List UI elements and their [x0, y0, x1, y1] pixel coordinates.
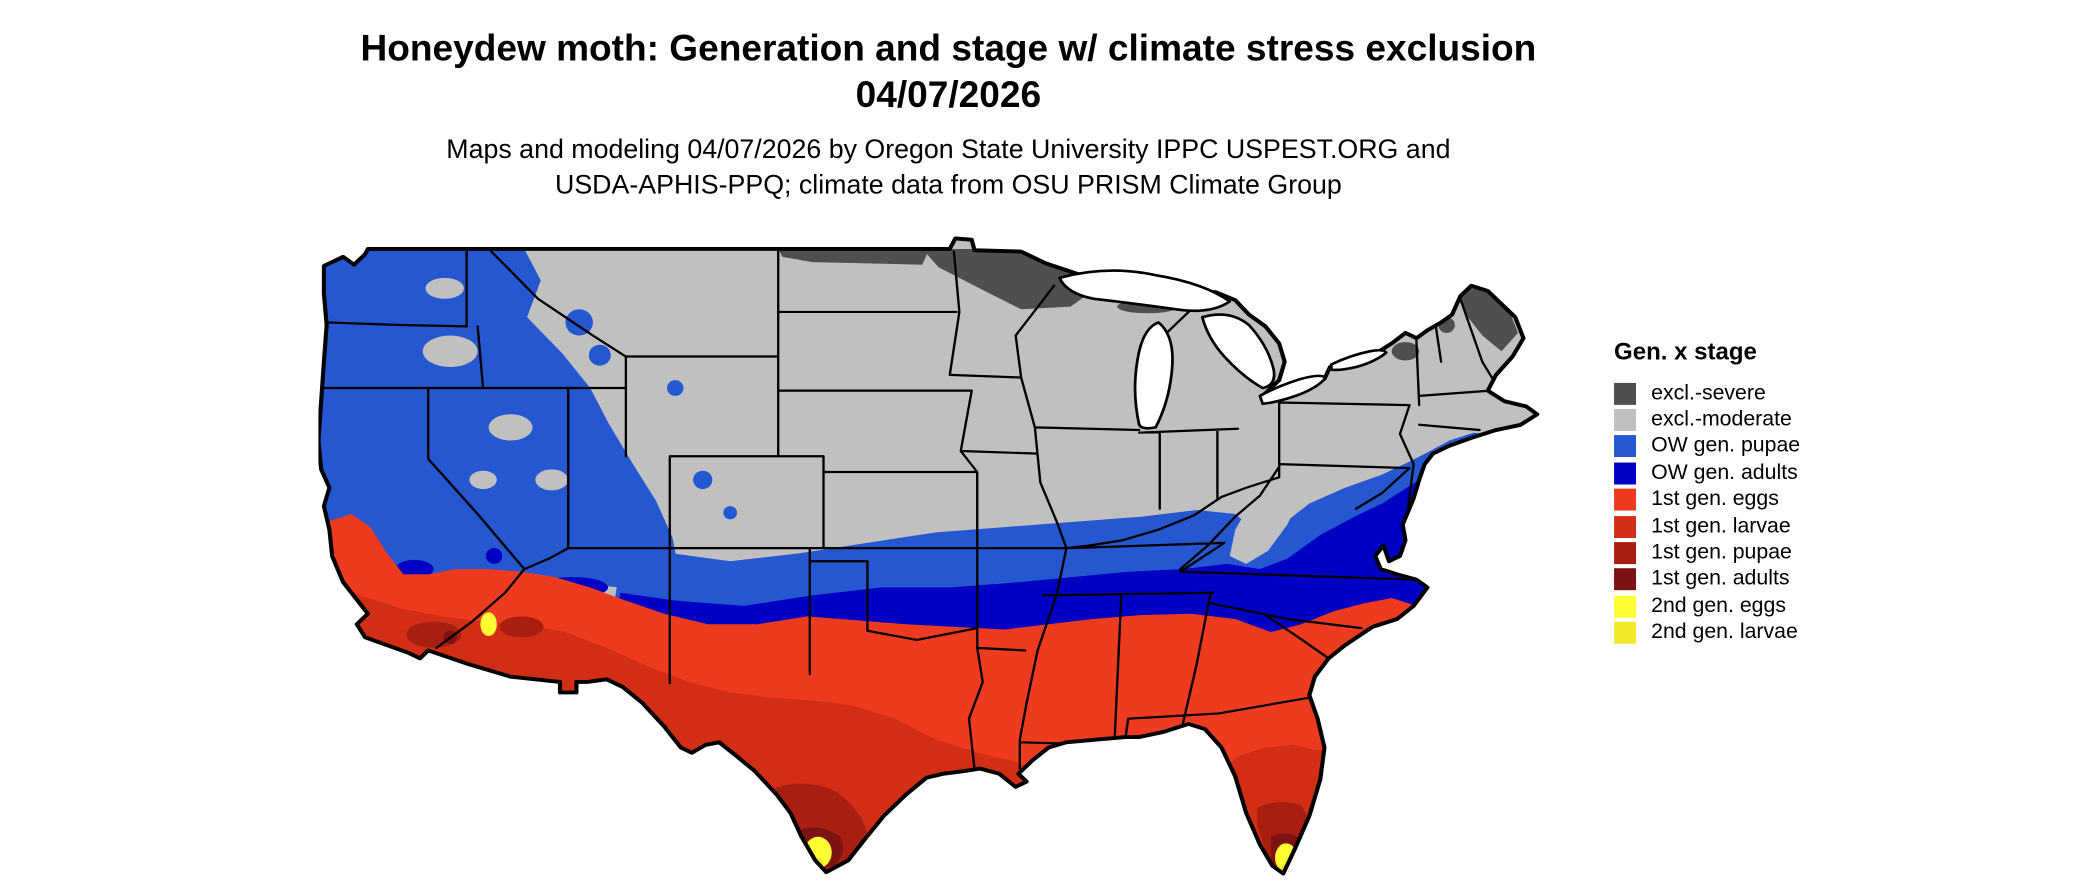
page-title: Honeydew moth: Generation and stage w/ c… [360, 27, 1537, 69]
legend-label: 2nd gen. larvae [1651, 620, 1798, 644]
legend-item: OW gen. pupae [1614, 433, 1957, 460]
legend-item: 1st gen. adults [1614, 566, 1957, 593]
legend-label: 1st gen. adults [1651, 567, 1790, 591]
legend-swatch-excl-severe [1614, 382, 1637, 405]
conus-phenology-map [318, 231, 1594, 887]
legend-label: excl.-moderate [1651, 407, 1792, 432]
legend-label: 2nd gen. eggs [1651, 594, 1786, 618]
subtitle-line2: USDA-APHIS-PPQ; climate data from OSU PR… [555, 170, 1342, 201]
legend-label: 1st gen. pupae [1651, 540, 1792, 565]
legend-swatch-1st-eggs [1614, 488, 1637, 511]
legend-swatch-ow-adults [1614, 462, 1637, 485]
legend-item: 1st gen. eggs [1614, 487, 1957, 514]
legend-swatch-1st-larvae [1614, 515, 1637, 538]
legend-swatch-ow-pupae [1614, 435, 1637, 458]
us-map-svg [318, 236, 1540, 876]
legend-label: OW gen. adults [1651, 460, 1798, 485]
legend-label: 1st gen. eggs [1651, 487, 1779, 511]
legend-item: excl.-moderate [1614, 407, 1957, 434]
legend-item: 1st gen. pupae [1614, 540, 1957, 567]
map-date: 04/07/2026 [855, 74, 1042, 116]
zone-excl-moderate-patches [422, 277, 569, 491]
legend-title: Gen. x stage [1614, 337, 1757, 366]
legend-swatch-2nd-larvae [1614, 622, 1637, 644]
legend-item: OW gen. adults [1614, 460, 1957, 487]
legend-label: excl.-severe [1651, 381, 1766, 405]
legend: Gen. x stage excl.-severe excl.-moderate… [1614, 338, 1957, 647]
legend-item: 2nd gen. larvae [1614, 620, 1957, 647]
zone-2nd-larvae [812, 857, 1293, 874]
legend-item: 2nd gen. eggs [1614, 593, 1957, 620]
legend-swatch-1st-pupae [1614, 542, 1637, 565]
legend-item: 1st gen. larvae [1614, 513, 1957, 540]
legend-label: OW gen. pupae [1651, 434, 1801, 458]
legend-swatch-excl-moderate [1614, 409, 1637, 432]
great-lakes [1058, 269, 1388, 430]
legend-item: excl.-severe [1614, 380, 1957, 407]
legend-swatch-2nd-eggs [1614, 595, 1637, 618]
legend-swatch-1st-adults [1614, 568, 1637, 591]
legend-label: 1st gen. larvae [1651, 514, 1791, 538]
subtitle-line1: Maps and modeling 04/07/2026 by Oregon S… [446, 134, 1451, 165]
zone-appalachian-gray [1229, 461, 1302, 564]
state-borders [319, 250, 1494, 770]
